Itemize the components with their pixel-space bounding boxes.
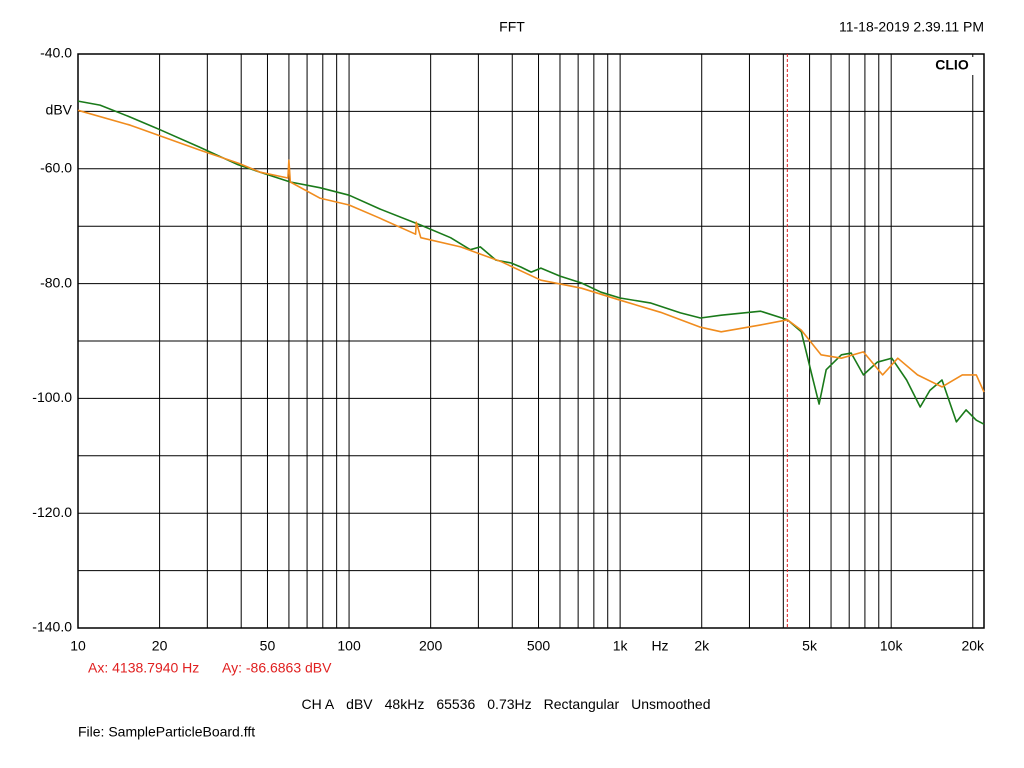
x-tick-label: 10 [70,638,86,654]
settings: CH A dBV 48kHz 65536 0.73Hz Rectangular Unsmoo… [301,696,710,712]
y-tick-label: -140.0 [32,619,72,635]
x-tick-label: 20 [152,638,168,654]
x-tick-label: 100 [337,638,361,654]
setting: dBV [346,696,373,712]
y-tick-label: -120.0 [32,504,72,520]
x-tick-label: 2k [694,638,710,654]
x-tick-label: 50 [260,638,276,654]
x-tick-label: 500 [527,638,551,654]
brand-bg [930,57,974,75]
x-axis-label: Hz [651,638,668,654]
setting: CH A [301,696,334,712]
y-tick-label: -40.0 [40,45,72,61]
plot-frame [77,53,985,629]
series-line [77,109,985,393]
file-name: File: SampleParticleBoard.fft [78,724,255,740]
brand: CLIO [935,57,969,73]
y-tick-label: -100.0 [32,389,72,405]
x-tick-label: 5k [802,638,818,654]
x-tick-label: 20k [961,638,985,654]
cursor-y-readout: Ay: -86.6863 dBV [222,660,332,676]
setting: Rectangular [544,696,620,712]
cursor-x-readout: Ax: 4138.7940 Hz [88,660,199,676]
setting: 65536 [436,696,475,712]
chart-title: FFT [499,19,525,35]
y-axis-label: dBV [46,102,73,118]
setting: 0.73Hz [487,696,531,712]
x-tick-label: 1k [613,638,629,654]
setting: 48kHz [385,696,425,712]
setting: Unsmoothed [631,696,710,712]
y-tick-label: -60.0 [40,160,72,176]
x-tick-label: 10k [880,638,904,654]
x-tick-label: 200 [419,638,443,654]
timestamp: 11-18-2019 2.39.11 PM [839,19,984,35]
series-line [77,100,985,425]
y-tick-label: -80.0 [40,274,72,290]
